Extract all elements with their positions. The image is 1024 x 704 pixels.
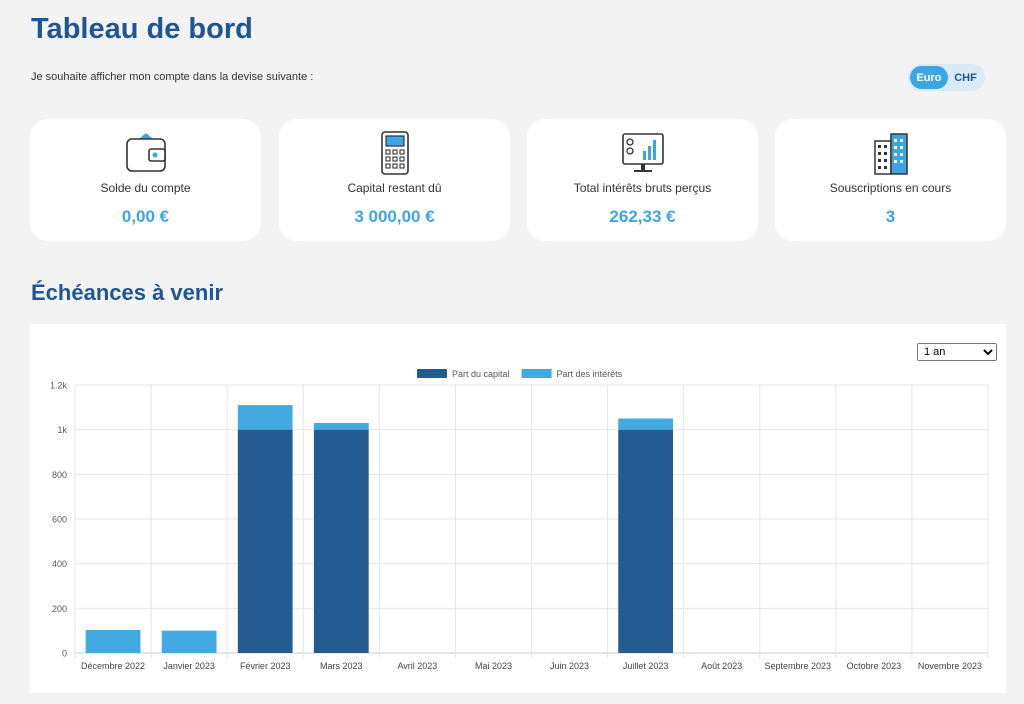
card-label: Solde du compte	[100, 181, 191, 195]
x-tick-label: Octobre 2023	[847, 661, 902, 671]
y-tick-label: 1.2k	[50, 381, 68, 391]
x-tick-label: Avril 2023	[397, 661, 437, 671]
bar-interest	[313, 422, 369, 430]
card-label: Capital restant dû	[347, 181, 442, 195]
legend-label: Part du capital	[452, 369, 510, 379]
card-label: Souscriptions en cours	[829, 181, 952, 195]
currency-chf-option[interactable]: CHF	[954, 71, 977, 84]
legend-swatch	[417, 369, 447, 378]
y-tick-label: 0	[62, 649, 67, 659]
card-value: 3	[885, 207, 896, 226]
x-tick-label: Juillet 2023	[623, 661, 669, 671]
card-value: 0,00 €	[121, 207, 170, 226]
bar-interest	[85, 629, 141, 653]
card-account-balance: Solde du compte 0,00 €	[30, 119, 261, 241]
wallet-icon	[125, 133, 166, 172]
y-tick-label: 600	[52, 515, 67, 525]
legend-label: Part des intérêts	[557, 369, 623, 379]
bar-interest	[618, 418, 674, 430]
card-value: 262,33 €	[609, 207, 676, 226]
section-title-schedule: Échéances à venir	[31, 280, 224, 305]
bar-capital	[618, 429, 674, 653]
x-tick-label: Février 2023	[240, 661, 291, 671]
currency-prompt: Je souhaite afficher mon compte dans la …	[31, 71, 314, 83]
x-tick-label: Novembre 2023	[918, 661, 982, 671]
card-label: Total intérêts bruts perçus	[573, 181, 712, 195]
schedule-bar-chart: 0 200 400 600 800 1k 1.2k Décembre 2022 Janvier …	[50, 369, 989, 671]
calculator-icon	[380, 131, 409, 175]
card-value: 3 000,00 €	[354, 207, 435, 226]
schedule-chart-panel: 0 200 400 600 800 1k 1.2k Décembre 2022 Janvier …	[30, 324, 1006, 693]
y-tick-label: 800	[52, 470, 67, 480]
card-total-interest: Total intérêts bruts perçus 262,33 €	[527, 119, 758, 241]
x-tick-label: Septembre 2023	[765, 661, 832, 671]
bar-interest	[237, 405, 293, 430]
monitor-chart-icon	[621, 133, 664, 172]
y-tick-label: 400	[52, 559, 67, 569]
legend-swatch	[521, 369, 552, 378]
currency-toggle[interactable]: Euro CHF	[908, 64, 985, 91]
x-tick-label: Mars 2023	[320, 661, 363, 671]
x-tick-label: Janvier 2023	[163, 661, 215, 671]
currency-euro-option[interactable]: Euro	[910, 66, 948, 89]
x-tick-label: Juin 2023	[550, 661, 589, 671]
bar-capital	[237, 429, 293, 653]
bar-capital	[313, 429, 369, 653]
y-tick-label: 1k	[57, 425, 67, 435]
x-tick-label: Août 2023	[701, 661, 742, 671]
building-icon	[873, 133, 908, 175]
card-active-subscriptions: Souscriptions en cours 3	[775, 119, 1006, 241]
x-tick-label: Décembre 2022	[81, 661, 145, 671]
period-select[interactable]: 1 an	[917, 343, 997, 361]
bar-interest	[161, 630, 217, 653]
x-tick-label: Mai 2023	[475, 661, 512, 671]
page-title: Tableau de bord	[31, 13, 253, 45]
summary-cards: Solde du compte 0,00 € Capital restant d…	[30, 119, 1006, 241]
y-tick-label: 200	[52, 604, 67, 614]
card-remaining-capital: Capital restant dû 3 000,00 €	[279, 119, 510, 241]
